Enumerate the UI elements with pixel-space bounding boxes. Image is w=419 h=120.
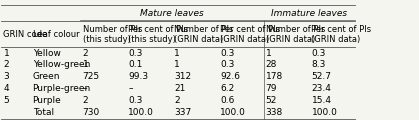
- Text: Yellow-green: Yellow-green: [33, 60, 90, 69]
- Text: Leaf colour: Leaf colour: [33, 30, 79, 39]
- Text: 725: 725: [83, 72, 100, 81]
- Text: 0.3: 0.3: [220, 60, 234, 69]
- Text: Number of PIs
(this study): Number of PIs (this study): [83, 24, 142, 44]
- Text: 100.0: 100.0: [220, 108, 246, 117]
- Text: 0.3: 0.3: [220, 49, 234, 58]
- Text: 21: 21: [174, 84, 186, 93]
- Text: Number of PIs
(GRIN data): Number of PIs (GRIN data): [174, 24, 233, 44]
- Text: –: –: [128, 84, 133, 93]
- Text: 2: 2: [3, 60, 9, 69]
- Text: Purple: Purple: [33, 96, 61, 105]
- Text: 0.3: 0.3: [128, 49, 143, 58]
- Text: 92.6: 92.6: [220, 72, 240, 81]
- Text: 23.4: 23.4: [311, 84, 331, 93]
- Text: 1: 1: [266, 49, 272, 58]
- Text: Mature leaves: Mature leaves: [140, 9, 204, 18]
- Text: 0.3: 0.3: [311, 49, 326, 58]
- Text: 312: 312: [174, 72, 191, 81]
- Text: –: –: [83, 84, 87, 93]
- Text: 100.0: 100.0: [311, 108, 337, 117]
- Text: 15.4: 15.4: [311, 96, 331, 105]
- Text: Per cent of PIs
(this study): Per cent of PIs (this study): [128, 24, 189, 44]
- Text: 3: 3: [3, 72, 9, 81]
- Text: 2: 2: [83, 49, 88, 58]
- Text: 1: 1: [3, 49, 9, 58]
- Text: Green: Green: [33, 72, 60, 81]
- Text: Immature leaves: Immature leaves: [272, 9, 347, 18]
- Text: 8.3: 8.3: [311, 60, 326, 69]
- Text: 100.0: 100.0: [128, 108, 154, 117]
- Text: 178: 178: [266, 72, 283, 81]
- Text: Total: Total: [33, 108, 54, 117]
- Text: 5: 5: [3, 96, 9, 105]
- Text: 99.3: 99.3: [128, 72, 148, 81]
- Text: 52: 52: [266, 96, 277, 105]
- Text: 28: 28: [266, 60, 277, 69]
- Text: 79: 79: [266, 84, 277, 93]
- Text: 1: 1: [174, 49, 180, 58]
- Text: 2: 2: [83, 96, 88, 105]
- Text: 2: 2: [174, 96, 180, 105]
- Text: 0.3: 0.3: [128, 96, 143, 105]
- Text: 1: 1: [83, 60, 88, 69]
- Text: 1: 1: [174, 60, 180, 69]
- Text: 337: 337: [174, 108, 191, 117]
- Text: Purple-green: Purple-green: [33, 84, 91, 93]
- Text: 338: 338: [266, 108, 283, 117]
- Text: 4: 4: [3, 84, 9, 93]
- Text: 730: 730: [83, 108, 100, 117]
- Text: Number of PIs
(GRIN data): Number of PIs (GRIN data): [266, 24, 325, 44]
- Text: Yellow: Yellow: [33, 49, 60, 58]
- Text: Per cent of PIs
(GRIN data): Per cent of PIs (GRIN data): [220, 24, 280, 44]
- Text: Per cent of PIs
(GRIN data): Per cent of PIs (GRIN data): [311, 24, 372, 44]
- Text: 52.7: 52.7: [311, 72, 331, 81]
- Text: 6.2: 6.2: [220, 84, 234, 93]
- Text: 0.1: 0.1: [128, 60, 143, 69]
- Text: 0.6: 0.6: [220, 96, 234, 105]
- Text: GRIN code: GRIN code: [3, 30, 48, 39]
